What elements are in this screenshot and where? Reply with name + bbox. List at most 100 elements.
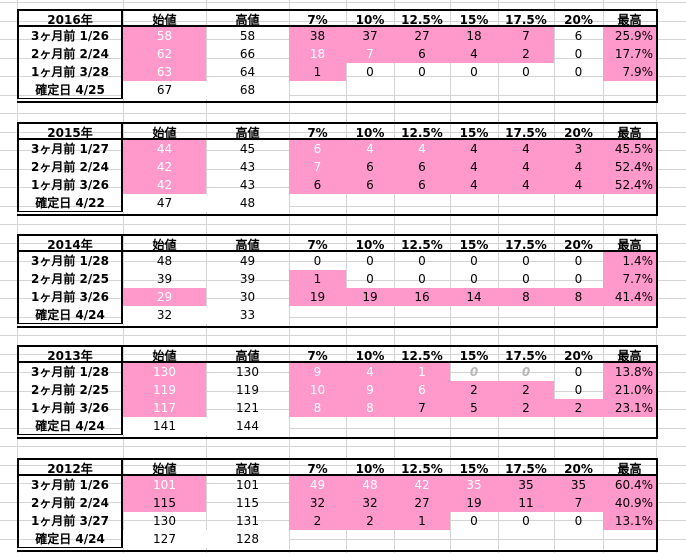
- data-cell[interactable]: 2: [554, 399, 603, 417]
- column-header[interactable]: 15%: [450, 9, 498, 27]
- empty-cell[interactable]: [289, 81, 346, 99]
- data-cell[interactable]: 4: [450, 176, 498, 194]
- data-cell[interactable]: 10: [289, 381, 346, 399]
- column-header[interactable]: 15%: [450, 234, 498, 252]
- column-header[interactable]: 高値: [206, 122, 289, 140]
- data-cell[interactable]: 35: [498, 476, 554, 494]
- data-cell[interactable]: 5: [450, 399, 498, 417]
- year-header[interactable]: 2015年: [17, 122, 123, 140]
- empty-cell[interactable]: [450, 530, 498, 548]
- empty-cell[interactable]: [554, 530, 603, 548]
- column-header[interactable]: 15%: [450, 345, 498, 363]
- row-label-confirm[interactable]: 確定日 4/25: [17, 81, 123, 99]
- year-header[interactable]: 2012年: [17, 458, 123, 476]
- data-cell[interactable]: 0: [574, 254, 583, 268]
- data-cell[interactable]: 13.8%: [603, 363, 656, 381]
- data-cell[interactable]: 6: [394, 158, 450, 176]
- data-cell[interactable]: 0: [469, 365, 479, 379]
- empty-cell[interactable]: [554, 306, 603, 324]
- data-cell[interactable]: 0: [521, 365, 531, 379]
- empty-cell[interactable]: [394, 194, 450, 212]
- data-cell[interactable]: 4: [346, 140, 394, 158]
- confirm-cell[interactable]: 127: [123, 530, 206, 548]
- data-cell[interactable]: 18: [289, 45, 346, 63]
- data-cell[interactable]: 44: [123, 140, 206, 158]
- data-cell[interactable]: 6: [289, 140, 346, 158]
- row-label[interactable]: 3ヶ月前 1/26: [17, 27, 123, 45]
- row-label[interactable]: 2ヶ月前 2/25: [17, 270, 123, 288]
- data-cell[interactable]: 4: [554, 158, 603, 176]
- row-label-confirm[interactable]: 確定日 4/24: [17, 530, 123, 548]
- column-header[interactable]: 20%: [554, 9, 603, 27]
- empty-cell[interactable]: [289, 417, 346, 435]
- empty-cell[interactable]: [554, 417, 603, 435]
- data-cell[interactable]: 35: [554, 476, 603, 494]
- data-cell[interactable]: 6: [574, 29, 583, 43]
- empty-cell[interactable]: [450, 194, 498, 212]
- data-cell[interactable]: 42: [394, 476, 450, 494]
- column-header[interactable]: 始値: [123, 234, 206, 252]
- empty-cell[interactable]: [346, 194, 394, 212]
- data-cell[interactable]: 0: [522, 65, 530, 79]
- column-header[interactable]: 最高: [603, 345, 656, 363]
- column-header[interactable]: 10%: [346, 9, 394, 27]
- column-header[interactable]: 20%: [554, 122, 603, 140]
- empty-cell[interactable]: [498, 194, 554, 212]
- empty-cell[interactable]: [346, 530, 394, 548]
- data-cell[interactable]: 115: [236, 496, 259, 510]
- data-cell[interactable]: 19: [450, 494, 498, 512]
- column-header[interactable]: 7%: [289, 345, 346, 363]
- data-cell[interactable]: 3: [554, 140, 603, 158]
- confirm-cell[interactable]: 47: [123, 194, 206, 212]
- data-cell[interactable]: 0: [470, 254, 478, 268]
- data-cell[interactable]: 101: [236, 478, 259, 492]
- data-cell[interactable]: 115: [123, 494, 206, 512]
- data-cell[interactable]: 0: [574, 47, 583, 61]
- empty-cell[interactable]: [346, 417, 394, 435]
- column-header[interactable]: 17.5%: [498, 122, 554, 140]
- confirm-cell[interactable]: 33: [206, 306, 289, 324]
- data-cell[interactable]: 0: [366, 254, 374, 268]
- data-cell[interactable]: 39: [239, 272, 256, 286]
- row-label-confirm[interactable]: 確定日 4/24: [17, 417, 123, 435]
- data-cell[interactable]: 52.4%: [603, 176, 656, 194]
- data-cell[interactable]: 48: [156, 254, 173, 268]
- empty-cell[interactable]: [450, 417, 498, 435]
- data-cell[interactable]: 0: [418, 65, 426, 79]
- confirm-cell[interactable]: 67: [123, 81, 206, 99]
- column-header[interactable]: 高値: [206, 234, 289, 252]
- empty-cell[interactable]: [498, 81, 554, 99]
- empty-cell[interactable]: [554, 81, 603, 99]
- data-cell[interactable]: 0: [522, 254, 530, 268]
- empty-cell[interactable]: [394, 306, 450, 324]
- data-cell[interactable]: 7: [394, 399, 450, 417]
- empty-cell[interactable]: [498, 530, 554, 548]
- data-cell[interactable]: 7.7%: [603, 270, 656, 288]
- data-cell[interactable]: 19: [346, 288, 394, 306]
- data-cell[interactable]: 58: [123, 27, 206, 45]
- year-header[interactable]: 2013年: [17, 345, 123, 363]
- data-cell[interactable]: 4: [450, 158, 498, 176]
- column-header[interactable]: 10%: [346, 345, 394, 363]
- data-cell[interactable]: 6: [346, 176, 394, 194]
- data-cell[interactable]: 130: [153, 514, 176, 528]
- data-cell[interactable]: 0: [522, 272, 530, 286]
- data-cell[interactable]: 0: [418, 272, 426, 286]
- column-header[interactable]: 12.5%: [394, 234, 450, 252]
- data-cell[interactable]: 1.4%: [603, 252, 656, 270]
- column-header[interactable]: 始値: [123, 9, 206, 27]
- row-label[interactable]: 3ヶ月前 1/28: [17, 252, 123, 270]
- data-cell[interactable]: 39: [156, 272, 173, 286]
- data-cell[interactable]: 119: [236, 383, 259, 397]
- data-cell[interactable]: 16: [394, 288, 450, 306]
- data-cell[interactable]: 101: [123, 476, 206, 494]
- row-label[interactable]: 1ヶ月前 3/26: [17, 399, 123, 417]
- column-header[interactable]: 17.5%: [498, 234, 554, 252]
- column-header[interactable]: 始値: [123, 458, 206, 476]
- data-cell[interactable]: 45.5%: [603, 140, 656, 158]
- row-label[interactable]: 2ヶ月前 2/24: [17, 45, 123, 63]
- data-cell[interactable]: 43: [239, 178, 256, 192]
- data-cell[interactable]: 0: [574, 65, 583, 79]
- column-header[interactable]: 10%: [346, 234, 394, 252]
- confirm-cell[interactable]: 144: [206, 417, 289, 435]
